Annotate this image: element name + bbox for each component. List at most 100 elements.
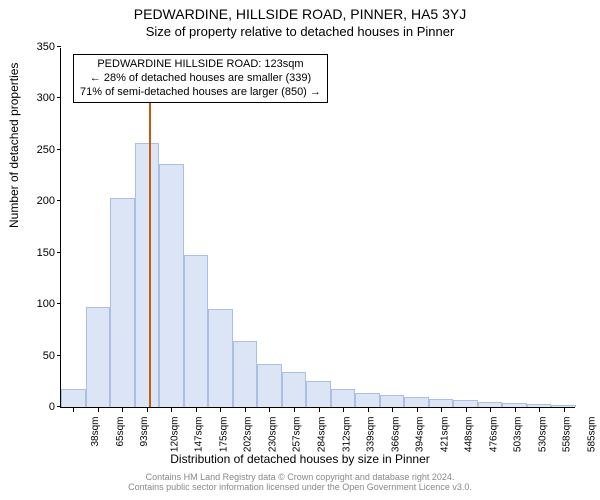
y-tick-label: 250	[37, 144, 55, 156]
bar	[527, 404, 552, 407]
y-tick-label: 100	[37, 298, 55, 310]
x-tick-label: 585sqm	[586, 417, 597, 453]
bar-rect	[380, 395, 405, 407]
bar	[184, 255, 209, 407]
bar	[404, 397, 429, 407]
bar	[208, 309, 233, 407]
footer: Contains HM Land Registry data © Crown c…	[0, 472, 600, 493]
bar	[478, 402, 503, 407]
bar	[110, 198, 135, 407]
y-tick-mark	[57, 355, 61, 356]
annotation-line: 71% of semi-detached houses are larger (…	[80, 86, 321, 100]
x-tick-mark	[196, 408, 197, 412]
bar	[551, 405, 576, 407]
bar	[282, 372, 307, 407]
bar-rect	[61, 389, 86, 408]
chart-root: PEDWARDINE, HILLSIDE ROAD, PINNER, HA5 3…	[0, 0, 600, 500]
x-tick-mark	[490, 408, 491, 412]
bar	[331, 389, 356, 408]
bar	[159, 164, 184, 407]
x-tick-label: 120sqm	[169, 417, 180, 453]
x-tick-label: 202sqm	[243, 417, 254, 453]
main-title: PEDWARDINE, HILLSIDE ROAD, PINNER, HA5 3…	[0, 6, 600, 22]
bar-rect	[453, 400, 478, 407]
x-tick-label: 65sqm	[115, 417, 126, 447]
x-tick-mark	[368, 408, 369, 412]
y-tick-mark	[57, 200, 61, 201]
bar-rect	[282, 372, 307, 407]
x-tick-mark	[98, 408, 99, 412]
x-tick-mark	[515, 408, 516, 412]
y-tick-label: 350	[37, 41, 55, 53]
x-tick-mark	[122, 408, 123, 412]
bar-rect	[110, 198, 135, 407]
x-tick-label: 558sqm	[562, 417, 573, 453]
annotation-box: PEDWARDINE HILLSIDE ROAD: 123sqm← 28% of…	[73, 54, 328, 103]
bar	[355, 393, 380, 407]
y-tick-mark	[57, 252, 61, 253]
bar-rect	[527, 404, 552, 407]
bar	[380, 395, 405, 407]
bar	[61, 389, 86, 408]
bar-rect	[478, 402, 503, 407]
marker-line	[149, 101, 151, 407]
annotation-line: ← 28% of detached houses are smaller (33…	[80, 72, 321, 86]
x-tick-label: 93sqm	[139, 417, 150, 447]
bar-rect	[306, 381, 331, 407]
x-tick-mark	[220, 408, 221, 412]
x-tick-label: 476sqm	[488, 417, 499, 453]
y-tick-label: 0	[49, 401, 55, 413]
bar	[502, 403, 527, 407]
x-tick-mark	[171, 408, 172, 412]
y-tick-mark	[57, 149, 61, 150]
y-axis-label: Number of detached properties	[7, 63, 21, 228]
bar	[135, 143, 160, 407]
x-tick-mark	[441, 408, 442, 412]
bar	[86, 307, 111, 407]
bar	[233, 341, 258, 407]
bar-rect	[257, 364, 282, 407]
y-tick-mark	[57, 303, 61, 304]
x-tick-label: 38sqm	[90, 417, 101, 447]
x-tick-mark	[564, 408, 565, 412]
footer-line-1: Contains HM Land Registry data © Crown c…	[0, 472, 600, 482]
y-tick-label: 50	[43, 350, 55, 362]
x-axis-label: Distribution of detached houses by size …	[0, 452, 600, 466]
x-tick-mark	[343, 408, 344, 412]
x-tick-label: 339sqm	[366, 417, 377, 453]
bar	[306, 381, 331, 407]
bar	[453, 400, 478, 407]
x-tick-mark	[269, 408, 270, 412]
x-tick-label: 366sqm	[390, 417, 401, 453]
x-tick-label: 147sqm	[194, 417, 205, 453]
x-tick-mark	[392, 408, 393, 412]
bar-rect	[502, 403, 527, 407]
x-tick-label: 230sqm	[268, 417, 279, 453]
x-tick-mark	[319, 408, 320, 412]
x-tick-label: 394sqm	[415, 417, 426, 453]
y-tick-mark	[57, 97, 61, 98]
x-tick-label: 284sqm	[317, 417, 328, 453]
bar-rect	[404, 397, 429, 407]
x-tick-label: 503sqm	[513, 417, 524, 453]
bar	[257, 364, 282, 407]
footer-line-2: Contains public sector information licen…	[0, 482, 600, 492]
y-tick-label: 150	[37, 247, 55, 259]
x-tick-mark	[147, 408, 148, 412]
bar-rect	[159, 164, 184, 407]
y-tick-mark	[57, 46, 61, 47]
x-tick-mark	[245, 408, 246, 412]
x-tick-label: 257sqm	[292, 417, 303, 453]
bar-rect	[233, 341, 258, 407]
y-tick-label: 200	[37, 195, 55, 207]
x-tick-mark	[417, 408, 418, 412]
x-tick-mark	[294, 408, 295, 412]
bar-rect	[208, 309, 233, 407]
x-tick-label: 530sqm	[537, 417, 548, 453]
bar-rect	[135, 143, 160, 407]
x-tick-mark	[73, 408, 74, 412]
x-tick-label: 175sqm	[218, 417, 229, 453]
bar-rect	[429, 399, 454, 407]
x-tick-label: 312sqm	[341, 417, 352, 453]
x-tick-label: 421sqm	[439, 417, 450, 453]
